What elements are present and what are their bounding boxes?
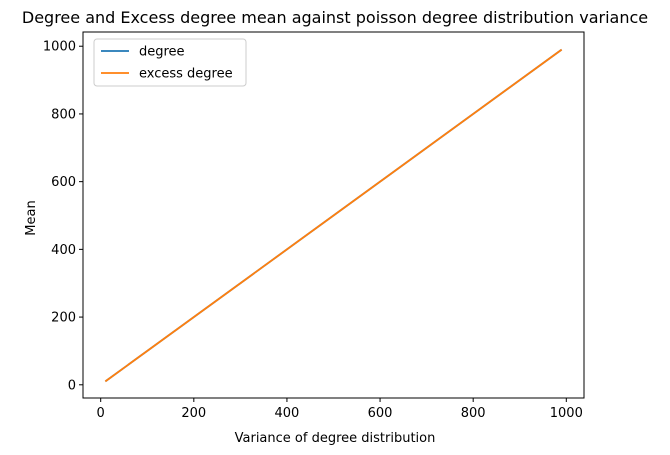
x-tick-label: 1000 — [550, 406, 583, 421]
legend-entry-label: degree — [139, 45, 185, 60]
y-tick-label: 200 — [51, 311, 76, 326]
axes-frame — [82, 31, 585, 399]
y-axis-ticks: 0 200 400 600 800 1000 — [43, 40, 83, 393]
x-axis-label: Variance of degree distribution — [235, 431, 436, 446]
legend-entry-label: excess degree — [139, 67, 233, 82]
y-tick-label: 400 — [51, 243, 76, 258]
x-tick-label: 0 — [97, 406, 105, 421]
x-axis-ticks: 0 200 400 600 800 1000 — [97, 398, 583, 421]
x-tick-label: 800 — [461, 406, 486, 421]
y-axis-label: Mean — [24, 200, 39, 235]
y-tick-label: 600 — [51, 175, 76, 190]
x-tick-label: 400 — [275, 406, 300, 421]
plot-area — [82, 31, 585, 399]
y-tick-label: 0 — [68, 378, 76, 393]
chart-title: Degree and Excess degree mean against po… — [22, 8, 648, 27]
x-tick-label: 600 — [368, 406, 393, 421]
series-line-excess-degree — [104, 48, 563, 383]
x-tick-label: 200 — [181, 406, 206, 421]
legend: degree excess degree — [93, 38, 247, 87]
y-tick-label: 1000 — [43, 40, 76, 55]
y-tick-label: 800 — [51, 107, 76, 122]
legend-box — [93, 38, 247, 87]
